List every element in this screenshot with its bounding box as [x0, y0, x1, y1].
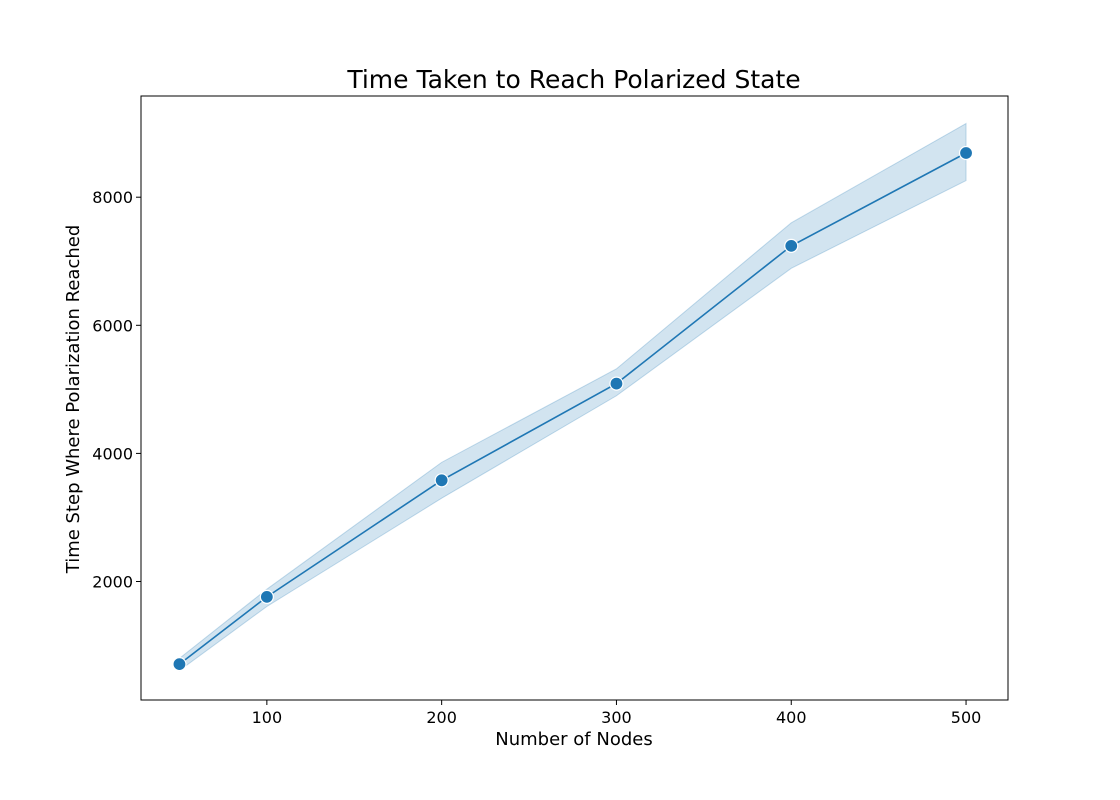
series-line [178, 152, 967, 665]
x-tick-label: 400 [776, 708, 807, 727]
x-tick-label: 200 [426, 708, 457, 727]
confidence-band [178, 122, 967, 672]
data-point [784, 238, 799, 253]
data-point [434, 473, 449, 488]
x-tick-label: 100 [252, 708, 283, 727]
y-axis-label: Time Step Where Polarization Reached [63, 225, 84, 575]
series-line-layer [178, 152, 967, 665]
y-tick-label: 6000 [92, 316, 133, 335]
y-tick-label: 2000 [92, 573, 133, 592]
data-point [172, 657, 187, 672]
x-tick-label: 300 [601, 708, 632, 727]
data-point [958, 145, 974, 161]
x-tick-label: 500 [951, 708, 982, 727]
y-tick-label: 4000 [92, 444, 133, 463]
plot-frame [140, 95, 1009, 701]
confidence-band-layer [178, 122, 967, 672]
chart-title: Time Taken to Reach Polarized State [346, 65, 800, 94]
data-point [609, 376, 624, 391]
axes: 100 200 300 400 500 2000 4000 6000 8000 [92, 95, 1009, 727]
data-point [259, 589, 274, 604]
data-point-layer [172, 145, 974, 672]
x-axis-label: Number of Nodes [495, 729, 652, 750]
y-tick-label: 8000 [92, 188, 133, 207]
